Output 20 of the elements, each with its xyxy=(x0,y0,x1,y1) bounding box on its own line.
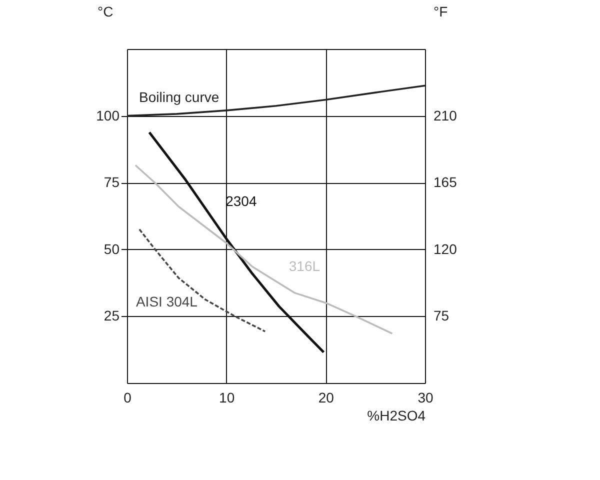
y-tick-label: 100 xyxy=(96,107,120,124)
x-tick-label: 10 xyxy=(219,390,235,406)
x-tick-label: 30 xyxy=(418,390,434,406)
y-axis-title: °C xyxy=(98,4,114,20)
y-tick-label: 50 xyxy=(104,240,120,257)
x-tick-label: 20 xyxy=(318,390,334,406)
y2-tick-label: 120 xyxy=(434,240,458,257)
line-series xyxy=(134,164,394,334)
series-label: AISI 304L xyxy=(136,294,198,310)
y-tick-label: 75 xyxy=(104,174,120,190)
series-label: Boiling curve xyxy=(139,88,220,105)
y2-tick-label: 165 xyxy=(434,174,458,190)
y2-tick-label: 210 xyxy=(434,107,458,124)
series-label: 316L xyxy=(288,258,320,274)
y-tick-label: 25 xyxy=(104,308,120,324)
y2-tick-label: 75 xyxy=(434,308,450,324)
x-tick-label: 0 xyxy=(124,390,132,406)
x-axis-title: %H2SO4 xyxy=(367,408,426,424)
y2-axis-title: °F xyxy=(434,4,448,20)
series-label: 2304 xyxy=(226,192,257,209)
